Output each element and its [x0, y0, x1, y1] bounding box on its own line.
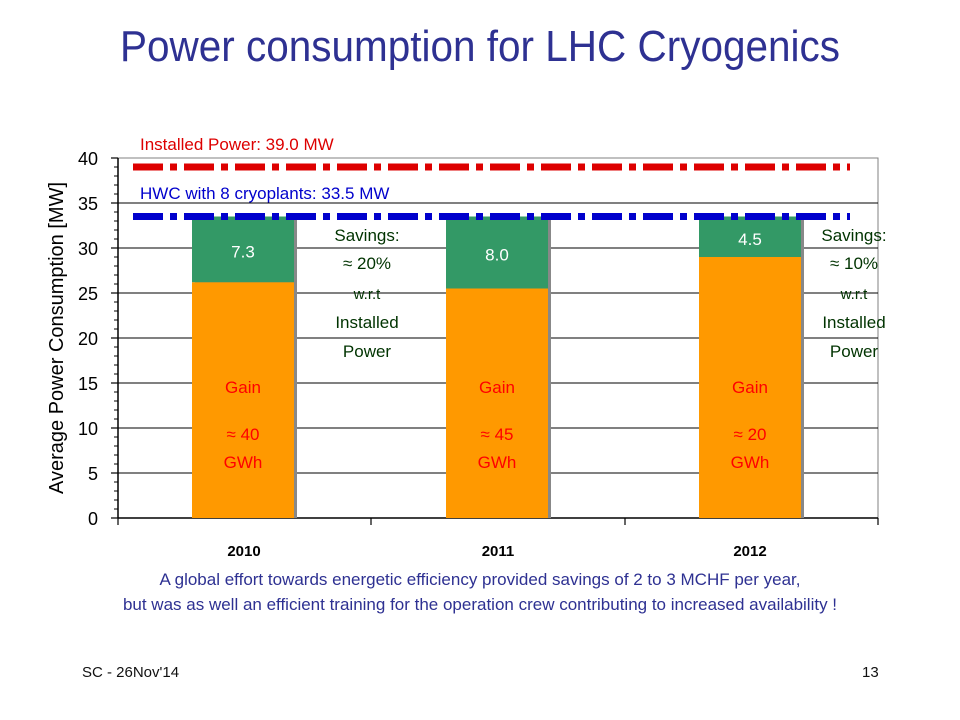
y-tick-label: 10 — [78, 419, 98, 439]
gain-unit: GWh — [478, 453, 517, 472]
gain-value: ≈ 40 — [227, 425, 260, 444]
savings-note-line: Power — [343, 342, 392, 361]
savings-note-line: Power — [830, 342, 879, 361]
bar-consumption — [699, 257, 801, 518]
caption-line-2: but was as well an efficient training fo… — [122, 595, 838, 614]
bar-savings — [699, 216, 801, 257]
bar-savings — [192, 216, 294, 283]
y-axis-label: Average Power Consumption [MW] — [46, 182, 68, 494]
bar-consumption — [192, 282, 294, 518]
gain-value: ≈ 20 — [734, 425, 767, 444]
x-category-label: 2011 — [482, 543, 515, 560]
y-tick-label: 40 — [78, 149, 98, 169]
gain-title: Gain — [479, 378, 515, 397]
gain-value: ≈ 45 — [481, 425, 514, 444]
savings-note-line: w.r.t — [840, 286, 869, 303]
savings-note-line: Installed — [335, 313, 398, 332]
gain-unit: GWh — [224, 453, 263, 472]
gain-title: Gain — [732, 378, 768, 397]
savings-note-line: Savings: — [821, 226, 886, 245]
savings-value-label: 7.3 — [231, 242, 255, 261]
y-tick-label: 35 — [78, 194, 98, 214]
savings-value-label: 8.0 — [485, 246, 509, 265]
footer-date: SC - 26Nov'14 — [82, 664, 180, 681]
bar-consumption — [446, 288, 548, 518]
y-tick-label: 5 — [88, 464, 98, 484]
reference-line-label: Installed Power: 39.0 MW — [140, 135, 334, 154]
slide-title: Power consumption for LHC Cryogenics — [120, 22, 840, 71]
savings-note-line: ≈ 10% — [830, 254, 878, 273]
y-tick-label: 20 — [78, 329, 98, 349]
gain-title: Gain — [225, 378, 261, 397]
y-tick-label: 15 — [78, 374, 98, 394]
gain-unit: GWh — [731, 453, 770, 472]
bar-savings — [446, 216, 548, 289]
page-number: 13 — [862, 664, 879, 681]
savings-note-line: Savings: — [334, 226, 399, 245]
y-tick-label: 25 — [78, 284, 98, 304]
reference-line-label: HWC with 8 cryoplants: 33.5 MW — [140, 184, 389, 203]
savings-note-line: w.r.t — [353, 286, 382, 303]
caption-line-1: A global effort towards energetic effici… — [159, 570, 801, 589]
x-category-label: 2010 — [227, 543, 260, 560]
savings-note-line: ≈ 20% — [343, 254, 391, 273]
savings-value-label: 4.5 — [738, 230, 762, 249]
savings-note-line: Installed — [822, 313, 885, 332]
x-category-label: 2012 — [733, 543, 766, 560]
y-tick-label: 0 — [88, 509, 98, 529]
y-tick-label: 30 — [78, 239, 98, 259]
